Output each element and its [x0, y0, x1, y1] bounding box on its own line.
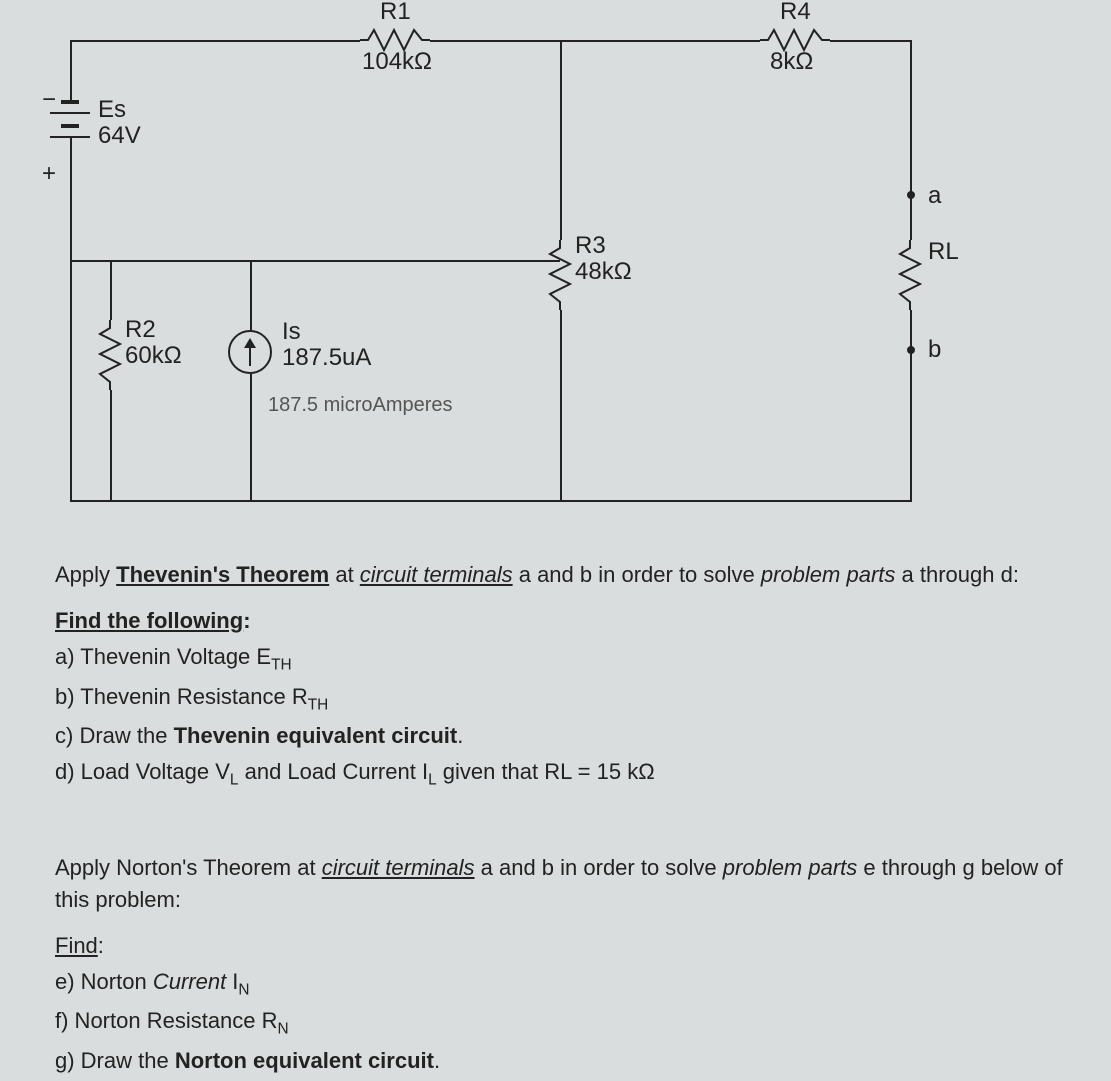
resistor-rl — [898, 240, 922, 310]
circuit-diagram: R1 104kΩ R3 48kΩ R4 8kΩ a RL b − + Es 64… — [40, 0, 940, 520]
norton-instruction: Apply Norton's Theorem at circuit termin… — [55, 852, 1075, 916]
thevenin-instruction: Apply Thevenin's Theorem at circuit term… — [55, 559, 1075, 591]
is-name: Is — [282, 318, 301, 346]
is-subtext: 187.5 microAmperes — [268, 394, 453, 417]
resistor-r3 — [548, 240, 572, 310]
r4-value: 8kΩ — [770, 48, 813, 76]
resistor-r2 — [98, 320, 122, 390]
part-b: b) Thevenin Resistance RTH — [55, 681, 1075, 717]
part-e: e) Norton Current IN — [55, 966, 1075, 1002]
part-g: g) Draw the Norton equivalent circuit. — [55, 1045, 1075, 1077]
es-minus: − — [42, 86, 56, 114]
part-a: a) Thevenin Voltage ETH — [55, 641, 1075, 677]
r2-value: 60kΩ — [125, 342, 182, 370]
battery-plate-top — [61, 100, 79, 104]
r2-name: R2 — [125, 316, 156, 344]
r3-name: R3 — [575, 232, 606, 260]
part-f: f) Norton Resistance RN — [55, 1005, 1075, 1041]
terminal-a: a — [928, 182, 941, 210]
battery-plate-mid2 — [61, 124, 79, 128]
r4-name: R4 — [780, 0, 811, 26]
find-the-following: Find the following: — [55, 605, 1075, 637]
r3-value: 48kΩ — [575, 258, 632, 286]
part-d: d) Load Voltage VL and Load Current IL g… — [55, 756, 1075, 792]
terminal-b: b — [928, 336, 941, 364]
es-plus: + — [42, 160, 56, 188]
es-value: 64V — [98, 122, 141, 150]
part-c: c) Draw the Thevenin equivalent circuit. — [55, 720, 1075, 752]
r1-name: R1 — [380, 0, 411, 26]
is-value: 187.5uA — [282, 344, 371, 372]
current-source — [228, 330, 272, 374]
es-name: Es — [98, 96, 126, 124]
find-line: Find: — [55, 930, 1075, 962]
rl-name: RL — [928, 238, 959, 266]
problem-text: Apply Thevenin's Theorem at circuit term… — [55, 555, 1075, 1081]
r1-value: 104kΩ — [362, 48, 432, 76]
